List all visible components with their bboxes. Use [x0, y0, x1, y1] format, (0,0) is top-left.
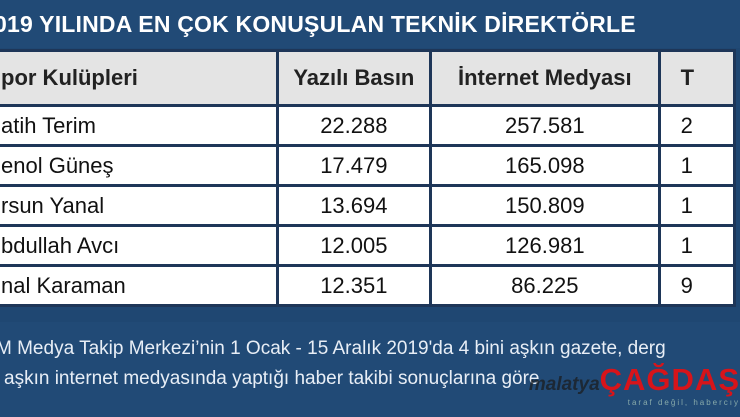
total-count: 9: [657, 264, 737, 307]
coach-name: bdullah Avcı: [0, 224, 279, 267]
watermark-slogan: taraf değil, habercıy: [627, 398, 740, 407]
header-print-media: Yazılı Basın: [275, 49, 432, 107]
coach-name: atih Terim: [0, 104, 279, 147]
table-row: nal Karaman 12.351 86.225 9: [0, 264, 737, 307]
header-club: por Kulüpleri: [0, 49, 279, 107]
total-count: 1: [657, 224, 737, 267]
coaches-table: por Kulüpleri Yazılı Basın İnternet Medy…: [0, 49, 737, 307]
total-count: 2: [657, 104, 737, 147]
table-row: bdullah Avcı 12.005 126.981 1: [0, 224, 737, 267]
watermark-brand: ÇAĞDAŞ: [599, 362, 740, 397]
source-note-line-1: M Medya Takip Merkezi’nin 1 Ocak - 15 Ar…: [0, 338, 666, 359]
print-count: 13.694: [275, 184, 432, 227]
internet-count: 150.809: [428, 184, 661, 227]
coach-name: enol Güneş: [0, 144, 279, 187]
print-count: 12.351: [275, 264, 432, 307]
source-note: M Medya Takip Merkezi’nin 1 Ocak - 15 Ar…: [0, 322, 740, 417]
internet-count: 126.981: [428, 224, 661, 267]
total-count: 1: [657, 144, 737, 187]
total-count: 1: [657, 184, 737, 227]
table-header-row: por Kulüpleri Yazılı Basın İnternet Medy…: [0, 49, 737, 107]
coach-name: nal Karaman: [0, 264, 279, 307]
infographic-title: 019 YILINDA EN ÇOK KONUŞULAN TEKNİK DİRE…: [0, 0, 740, 48]
header-total: T: [657, 49, 737, 107]
print-count: 12.005: [275, 224, 432, 267]
header-internet-media: İnternet Medyası: [428, 49, 661, 107]
table-row: atih Terim 22.288 257.581 2: [0, 104, 737, 147]
coach-name: rsun Yanal: [0, 184, 279, 227]
table-row: rsun Yanal 13.694 150.809 1: [0, 184, 737, 227]
internet-count: 165.098: [428, 144, 661, 187]
watermark-prefix: malatya: [528, 374, 600, 395]
internet-count: 257.581: [428, 104, 661, 147]
print-count: 17.479: [275, 144, 432, 187]
print-count: 22.288: [275, 104, 432, 147]
watermark-logo: malatyaÇAĞDAŞ taraf değil, habercıy: [528, 362, 740, 407]
source-note-line-2: aşkın internet medyasında yaptığı haber …: [4, 368, 540, 389]
internet-count: 86.225: [428, 264, 661, 307]
table-row: enol Güneş 17.479 165.098 1: [0, 144, 737, 187]
